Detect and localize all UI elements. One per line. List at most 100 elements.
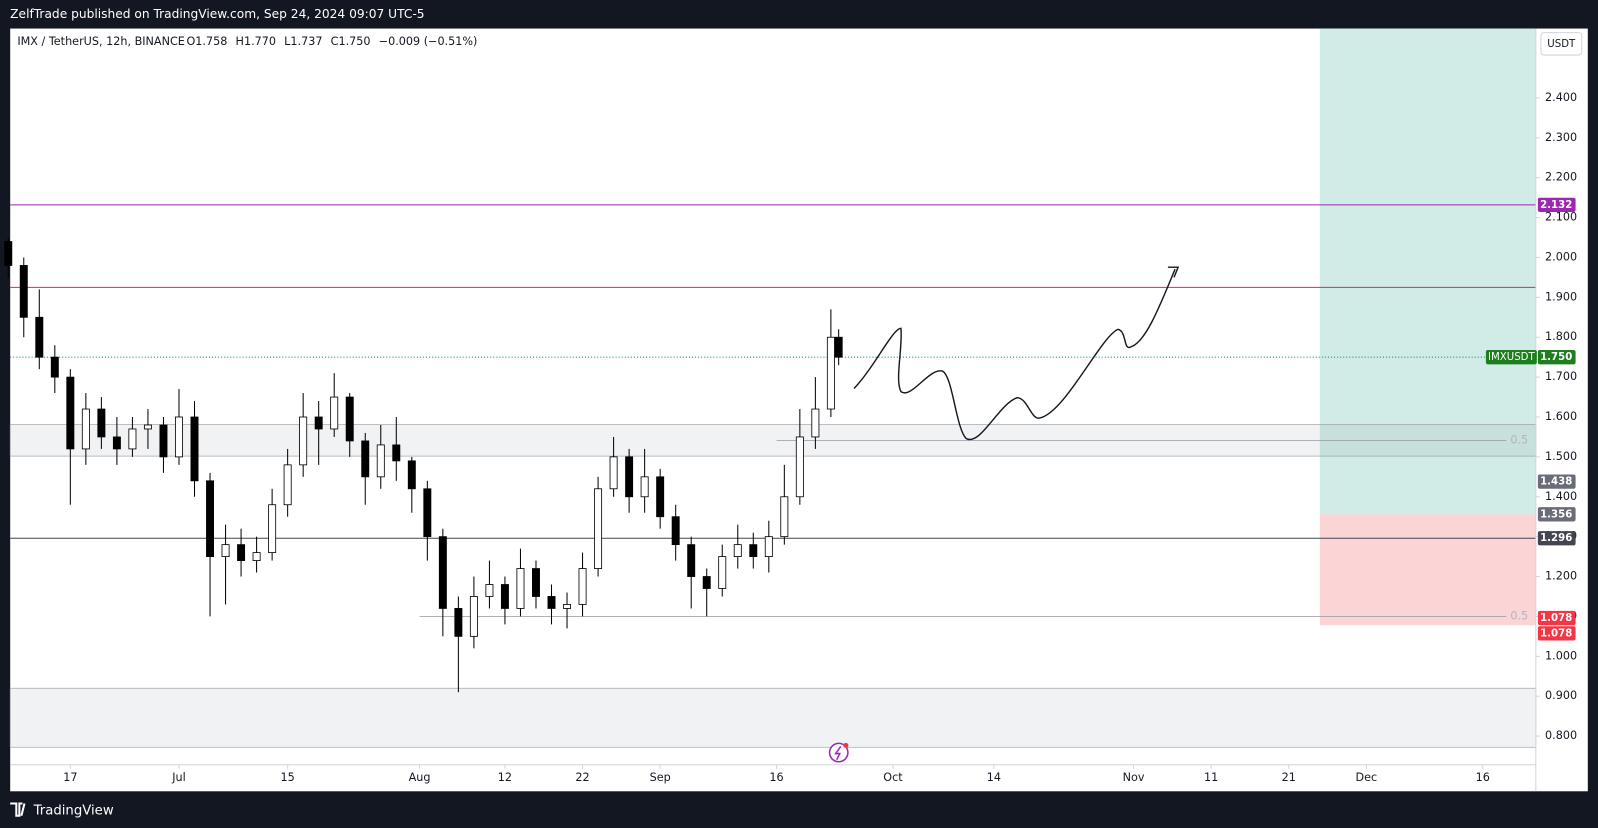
- candle-body: [594, 488, 603, 569]
- candle-body: [112, 436, 121, 450]
- candle-body: [749, 544, 758, 558]
- x-tick-label: 12: [498, 771, 512, 784]
- candle-body: [268, 504, 277, 554]
- candle-body: [345, 396, 354, 442]
- symbol-label-box: [1485, 350, 1537, 365]
- brand: TradingView: [33, 804, 114, 819]
- candle-body: [299, 416, 308, 466]
- price-label-box: [1537, 610, 1576, 626]
- candle-body: [128, 428, 137, 450]
- y-tick-label: 2.000: [1545, 250, 1577, 263]
- currency[interactable]: USDT: [1547, 39, 1576, 50]
- fib-label: 0.5: [1510, 434, 1528, 447]
- ohlc-legend: O1.758 H1.770 L1.737 C1.750 −0.009 (−0.51%): [187, 35, 478, 48]
- y-tick-label: 0.900: [1545, 689, 1577, 702]
- x-tick-label: 21: [1282, 771, 1296, 784]
- price-label: 1.438: [1540, 477, 1572, 488]
- profit-zone: [1319, 28, 1536, 515]
- loss-zone: [1319, 514, 1536, 626]
- price-label: 1.296: [1540, 533, 1572, 544]
- y-tick-label: 2.300: [1545, 131, 1577, 144]
- candle-body: [780, 496, 789, 538]
- candle-body: [97, 408, 106, 438]
- candle-body: [190, 416, 199, 482]
- symbol-title: IMX / TetherUS, 12h, BINANCE: [17, 35, 185, 48]
- candle-body: [159, 424, 168, 458]
- candle-body: [795, 436, 804, 498]
- y-tick-label: 2.400: [1545, 91, 1577, 104]
- price-label-box: [1537, 474, 1576, 489]
- x-tick-label: Sep: [650, 771, 671, 784]
- candle-body: [532, 568, 540, 597]
- y-tick-label: 2.200: [1545, 171, 1577, 184]
- candle-body: [392, 444, 401, 462]
- currency-button[interactable]: [1540, 32, 1583, 56]
- projection-drawing: [853, 268, 1176, 441]
- candle-body: [609, 456, 618, 490]
- y-tick-label: 0.800: [1545, 729, 1577, 742]
- event-icon[interactable]: [828, 742, 849, 763]
- legend-value: H1.770: [236, 35, 276, 48]
- candle-body: [376, 444, 385, 478]
- publisher: ZelfTrade published on TradingView.com, …: [10, 7, 424, 21]
- candle-body: [81, 408, 90, 450]
- y-tick-label: 2.100: [1545, 211, 1577, 224]
- y-tick-label: 1.400: [1545, 490, 1577, 503]
- candle-body: [671, 516, 680, 546]
- y-tick-label: 1.600: [1545, 410, 1577, 423]
- candle-body: [221, 544, 230, 558]
- x-tick-label: 14: [987, 771, 1001, 784]
- candle-body: [656, 476, 665, 518]
- x-tick-label: 22: [575, 771, 589, 784]
- price-label-box: [1537, 626, 1576, 641]
- y-tick-label: 1.200: [1545, 570, 1577, 583]
- x-tick-label: 16: [1476, 771, 1490, 784]
- legend-value: −0.009 (−0.51%): [379, 35, 478, 48]
- y-tick-label: 1.000: [1545, 649, 1577, 662]
- y-tick-label: 1.700: [1545, 370, 1577, 383]
- legend-value: C1.750: [331, 35, 371, 48]
- price-label-box: [1537, 507, 1576, 522]
- projection-arrowhead: [1167, 266, 1180, 278]
- candle-body: [563, 604, 572, 609]
- candle-body: [826, 336, 835, 410]
- candle-body: [50, 356, 59, 378]
- candle-body: [687, 544, 696, 577]
- x-tick-label: 16: [769, 771, 783, 784]
- event-icon-bolt: [834, 745, 842, 761]
- candle-body: [175, 416, 183, 458]
- price-label-box: [1537, 197, 1576, 212]
- price-label: 1.750: [1540, 352, 1572, 363]
- candle-body: [454, 608, 463, 637]
- candle-body: [35, 316, 44, 358]
- candle-body: [516, 568, 525, 609]
- zone: [9, 687, 1537, 748]
- candle-body: [485, 584, 494, 597]
- x-tick-label: 11: [1204, 771, 1218, 784]
- candle-body: [640, 476, 649, 498]
- legend-value: O1.758: [187, 35, 228, 48]
- candle-body: [438, 536, 447, 609]
- x-tick-label: Jul: [171, 771, 186, 784]
- candle-body: [423, 488, 432, 538]
- fib-label: 0.5: [1510, 609, 1528, 622]
- event-dot: [843, 742, 849, 748]
- price-label: 1.356: [1540, 509, 1572, 520]
- y-tick-label: 1.800: [1545, 330, 1577, 343]
- candle-body: [578, 568, 587, 605]
- candle-body: [764, 536, 773, 558]
- candle-body: [733, 544, 742, 558]
- x-tick-label: 15: [281, 771, 295, 784]
- candle-body: [625, 456, 634, 498]
- candle-body: [143, 424, 152, 430]
- price-label-box: [1537, 531, 1576, 546]
- x-tick-label: Oct: [883, 771, 903, 784]
- candle-body: [834, 336, 843, 358]
- candle-body: [4, 241, 13, 266]
- candle-body: [469, 596, 478, 637]
- candle-body: [718, 556, 727, 589]
- price-label: 2.132: [1540, 200, 1572, 211]
- candle-body: [702, 576, 711, 589]
- candle-body: [330, 396, 339, 430]
